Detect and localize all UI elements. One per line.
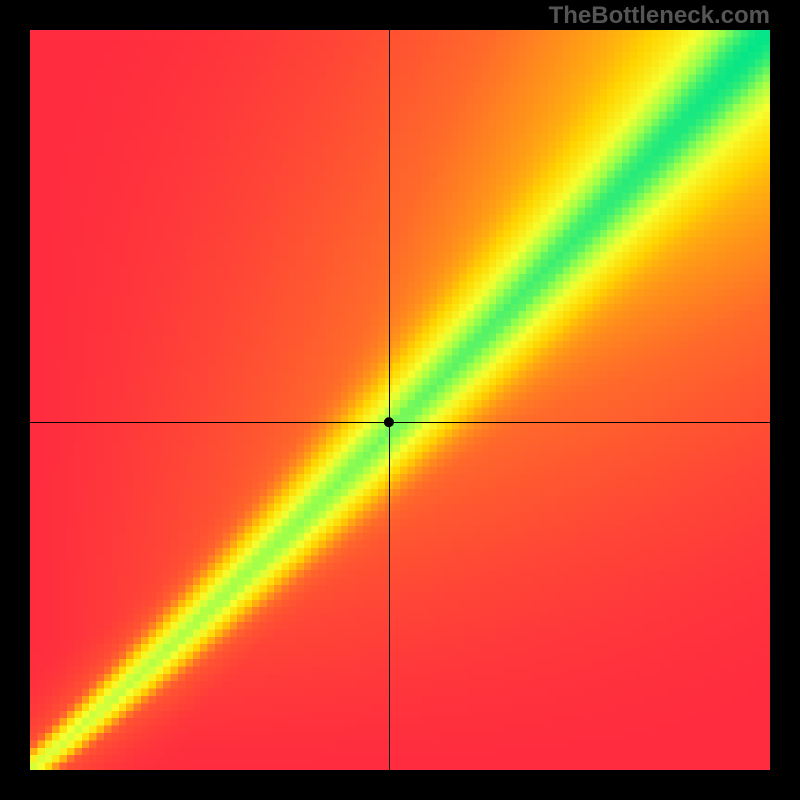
heatmap-plot [30,30,770,770]
watermark-text: TheBottleneck.com [549,2,770,30]
crosshair-overlay [30,30,770,770]
chart-frame: TheBottleneck.com [0,0,800,800]
